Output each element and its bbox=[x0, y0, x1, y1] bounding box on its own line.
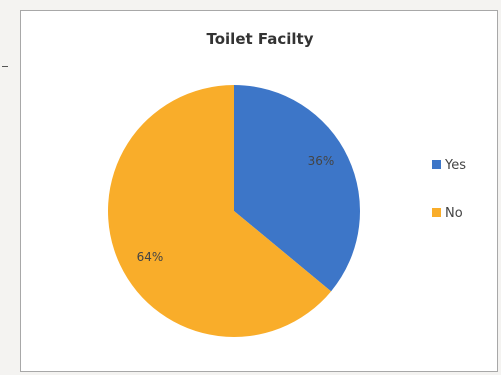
legend-swatch-no bbox=[432, 208, 441, 217]
pie-slice-yes bbox=[234, 85, 361, 292]
legend-item-yes: Yes bbox=[432, 158, 466, 173]
legend-swatch-yes bbox=[432, 160, 441, 169]
legend-label-no: No bbox=[445, 206, 463, 221]
stray-dash bbox=[2, 66, 8, 67]
pie-slice-no bbox=[108, 85, 332, 337]
data-label-no: 64% bbox=[137, 250, 164, 264]
legend-label-yes: Yes bbox=[445, 158, 466, 173]
legend-item-no: No bbox=[432, 206, 463, 221]
chart-title: Toilet Facilty bbox=[206, 30, 314, 48]
data-label-yes: 36% bbox=[308, 154, 335, 168]
